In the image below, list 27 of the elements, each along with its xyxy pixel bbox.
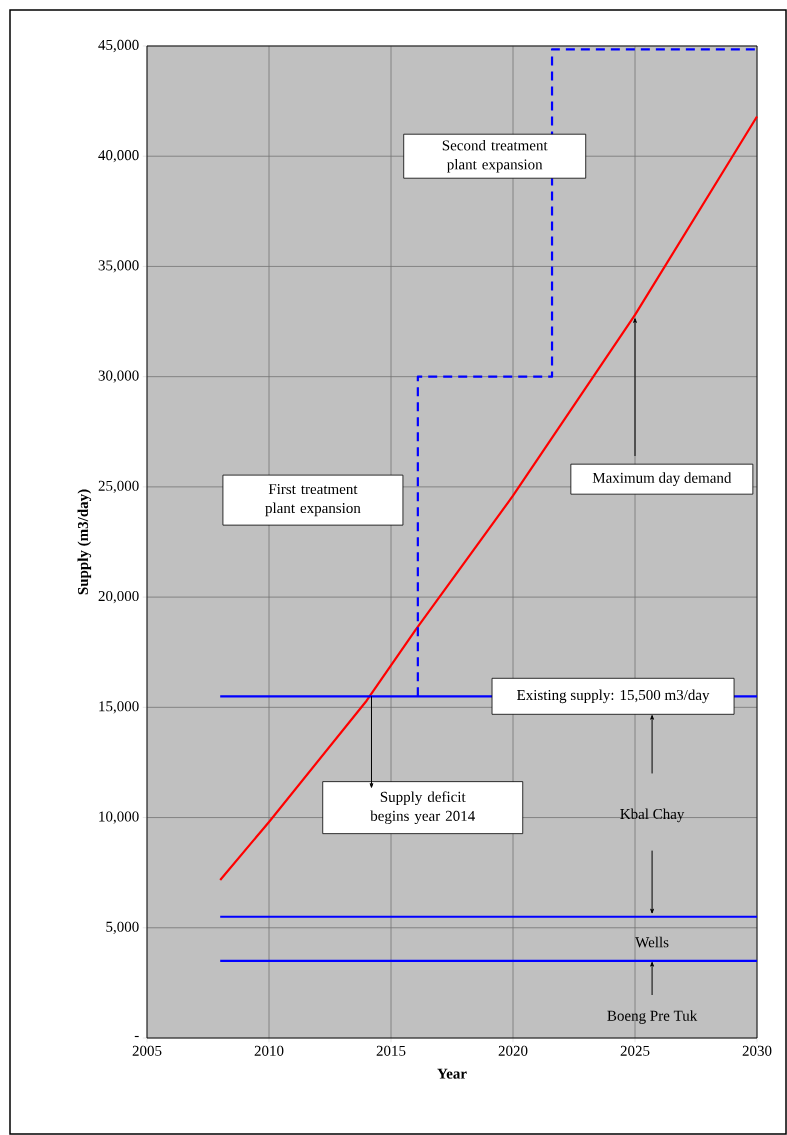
y-tick-label: - (134, 1035, 139, 1038)
y-tick-label: 10,000 (99, 811, 139, 824)
annotation: Second treatment plant expansion (442, 139, 548, 173)
x-tick-label: 2030 (742, 1045, 772, 1056)
y-tick-label: 40,000 (98, 150, 139, 163)
x-tick-label: 2010 (254, 1045, 284, 1056)
annotation: Wells (635, 936, 669, 948)
annotation: Supply deficit begins year 2014 (370, 791, 475, 825)
line-series (219, 115, 759, 882)
annotation: Boeng Pre Tuk (607, 1010, 698, 1024)
y-tick-label: 45,000 (98, 39, 139, 53)
y-tick-label: 25,000 (98, 480, 139, 494)
x-tick-label: 2020 (498, 1045, 528, 1056)
annotation: Maximum day demand (592, 472, 732, 486)
y-tick-label: 20,000 (98, 590, 139, 604)
annotation: Kbal Chay (620, 808, 685, 823)
annotation: Existing supply: 15,500 m3/day (517, 689, 710, 704)
y-axis-title: Supply (m3/day) (77, 489, 92, 595)
y-tick-label: 35,000 (98, 260, 139, 273)
y-tick-label: 5,000 (106, 921, 139, 934)
y-tick-label: 15,000 (99, 701, 139, 714)
x-tick-label: 2015 (376, 1045, 406, 1056)
annotation: First treatment plant expansion (265, 484, 361, 517)
x-tick-label: 2005 (132, 1045, 162, 1056)
y-tick-label: 30,000 (98, 370, 139, 383)
x-tick-label: 2025 (620, 1045, 650, 1056)
x-axis-title: Year (437, 1068, 467, 1079)
